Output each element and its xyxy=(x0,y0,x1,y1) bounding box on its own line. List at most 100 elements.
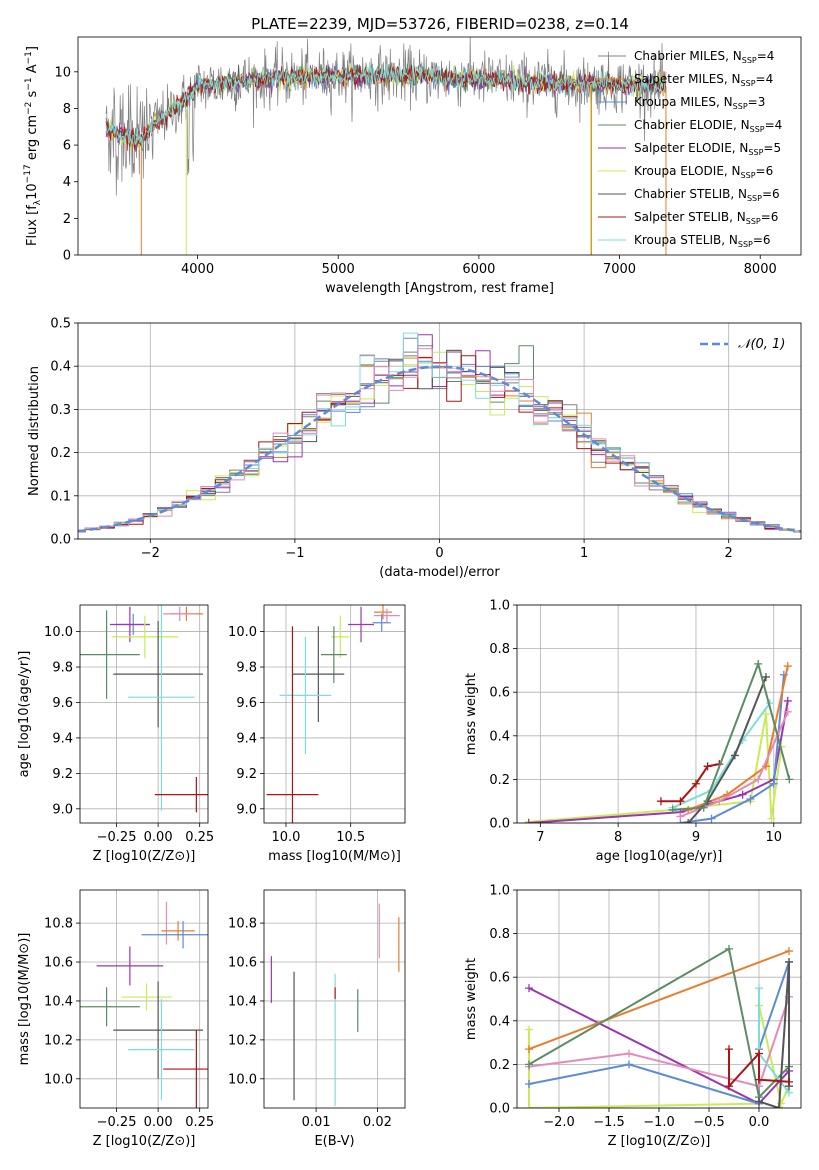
x-tick-label: −1 xyxy=(285,546,304,561)
weight-marker xyxy=(525,1080,533,1089)
legend-label-main: Salpeter STELIB, N xyxy=(634,210,746,224)
error-bar-point xyxy=(163,606,197,621)
y-tick-label: 6 xyxy=(63,139,71,154)
error-bar-point xyxy=(80,987,140,1027)
y-tick-label: 0.4 xyxy=(489,729,510,744)
x-tick-label: −2.0 xyxy=(543,1115,575,1130)
weight-marker xyxy=(783,696,792,705)
x-tick-label: −1.0 xyxy=(643,1115,675,1130)
error-bar-point xyxy=(128,605,195,811)
weight-line-lime xyxy=(528,713,783,823)
error-bar-point xyxy=(161,921,195,941)
weight-marker xyxy=(684,819,693,823)
legend-label: Kroupa ELODIE, NSSP=6 xyxy=(634,164,773,180)
y-tick-label: 0.5 xyxy=(50,317,71,332)
y-tick-label: 9.0 xyxy=(236,802,257,817)
y-tick-label: 10.0 xyxy=(44,1072,73,1087)
observed-spectrum xyxy=(105,37,667,196)
y-axis-label-part: −2 xyxy=(24,102,34,115)
y-tick-label: 9.6 xyxy=(236,696,257,711)
y-axis-label: Flux [fλ10−17 erg cm−2 s−1 A−1] xyxy=(23,46,43,246)
x-tick-label: 5000 xyxy=(322,262,355,277)
x-tick-label: 7 xyxy=(536,830,544,845)
x-tick-label: −2 xyxy=(141,546,160,561)
weight-marker xyxy=(707,814,716,823)
y-tick-label: 10.0 xyxy=(44,625,73,640)
figure-title: PLATE=2239, MJD=53726, FIBERID=0238, z=0… xyxy=(251,15,629,33)
mass-vs-EBV-panel: 0.01 0.02 10.0 10.2 10.4 10.6 10.8 E(B-V) xyxy=(228,889,406,1149)
y-tick-label: 9.4 xyxy=(52,731,73,746)
weight-marker xyxy=(746,795,755,804)
legend-label-sub: SSP xyxy=(738,240,753,249)
y-axis-label-part: A xyxy=(25,64,40,77)
y-tick-label: 10.6 xyxy=(44,956,73,971)
age-vs-mass-panel: 10.0 10.5 9.0 9.2 9.4 9.6 9.8 10.0 mass [log10(M… xyxy=(228,604,406,864)
x-axis-label: E(B-V) xyxy=(314,1134,354,1149)
weight-line-green xyxy=(528,947,790,1100)
x-tick-label: 0.25 xyxy=(185,830,214,845)
weight-marker xyxy=(699,803,708,812)
weight-marker xyxy=(783,662,792,671)
y-axis-label-part: −1 xyxy=(24,51,34,64)
x-tick-label: 0.25 xyxy=(185,1115,214,1130)
x-tick-label: 8000 xyxy=(744,262,777,277)
x-tick-label: 0.02 xyxy=(363,1115,392,1130)
error-bar-point xyxy=(279,636,332,754)
legend-label: Salpeter MILES, NSSP=4 xyxy=(634,72,773,88)
weight-marker xyxy=(703,762,712,771)
weight-line-orange xyxy=(528,950,790,1051)
weight-marker xyxy=(754,659,763,668)
y-tick-label: 10.2 xyxy=(228,1033,257,1048)
y-tick-label: 9.2 xyxy=(52,767,73,782)
spectrum-panel: 4000 5000 6000 7000 8000 0 2 4 6 8 10 wavelength [A… xyxy=(23,36,802,296)
error-bars xyxy=(80,901,208,1108)
y-tick-label: 9.8 xyxy=(236,661,257,676)
y-tick-label: 9.6 xyxy=(52,696,73,711)
y-axis-label: mass weight xyxy=(464,673,479,755)
error-bar-point xyxy=(121,983,172,1011)
legend-label-sub: SSP xyxy=(742,56,757,65)
y-tick-label: 0.6 xyxy=(489,971,510,986)
x-tick-label: −0.25 xyxy=(97,1115,137,1130)
legend-label: Chabrier MILES, NSSP=4 xyxy=(634,49,774,65)
legend-label-sub: SSP xyxy=(750,125,765,134)
error-bar-point xyxy=(154,776,208,813)
legend-label-post: =5 xyxy=(763,141,781,155)
legend-label: Chabrier ELODIE, NSSP=4 xyxy=(634,118,782,134)
legend-label-main: Salpeter MILES, N xyxy=(634,72,741,86)
y-tick-label: 10.0 xyxy=(228,625,257,640)
weight-marker xyxy=(525,1025,533,1034)
x-tick-label: 0.0 xyxy=(749,1115,770,1130)
weight-marker xyxy=(525,1104,533,1108)
legend-label-post: =4 xyxy=(756,72,774,86)
weight-marker xyxy=(625,1060,633,1069)
histogram-purple xyxy=(78,334,801,533)
y-tick-label: 9.0 xyxy=(52,802,73,817)
x-tick-label: 10.5 xyxy=(336,830,365,845)
legend-label-main: Chabrier STELIB, N xyxy=(634,187,747,201)
x-tick-label: 0.00 xyxy=(144,830,173,845)
y-tick-label: 10.8 xyxy=(228,917,257,932)
y-tick-label: 4 xyxy=(63,175,71,190)
x-tick-label: 10.0 xyxy=(272,830,301,845)
weight-marker xyxy=(525,1060,533,1069)
legend-label: Chabrier STELIB, NSSP=6 xyxy=(634,187,780,203)
legend-label-main: Kroupa ELODIE, N xyxy=(634,164,741,178)
weight-marker xyxy=(754,775,763,784)
weight-line-orange xyxy=(687,665,789,811)
y-tick-label: 10.4 xyxy=(228,994,257,1009)
y-tick-label: 0.0 xyxy=(489,1102,510,1117)
legend-label-post: =6 xyxy=(761,210,779,224)
weight-line-pink xyxy=(528,996,790,1088)
weight-lines xyxy=(524,659,794,823)
massweight-vs-age-panel: 7 8 9 10 0.0 0.2 0.4 0.6 0.8 1.0 age [log10(age/yr… xyxy=(464,599,802,864)
x-tick-label: 0.00 xyxy=(144,1115,173,1130)
x-tick-label: −1.5 xyxy=(593,1115,625,1130)
legend-label: Salpeter ELODIE, NSSP=5 xyxy=(634,141,781,157)
x-tick-label: 1 xyxy=(580,546,588,561)
error-bar-point xyxy=(348,606,374,643)
axes-frame xyxy=(516,889,802,1109)
weight-marker xyxy=(775,1104,783,1108)
y-tick-label: 10 xyxy=(54,65,71,80)
weight-marker xyxy=(691,779,700,788)
